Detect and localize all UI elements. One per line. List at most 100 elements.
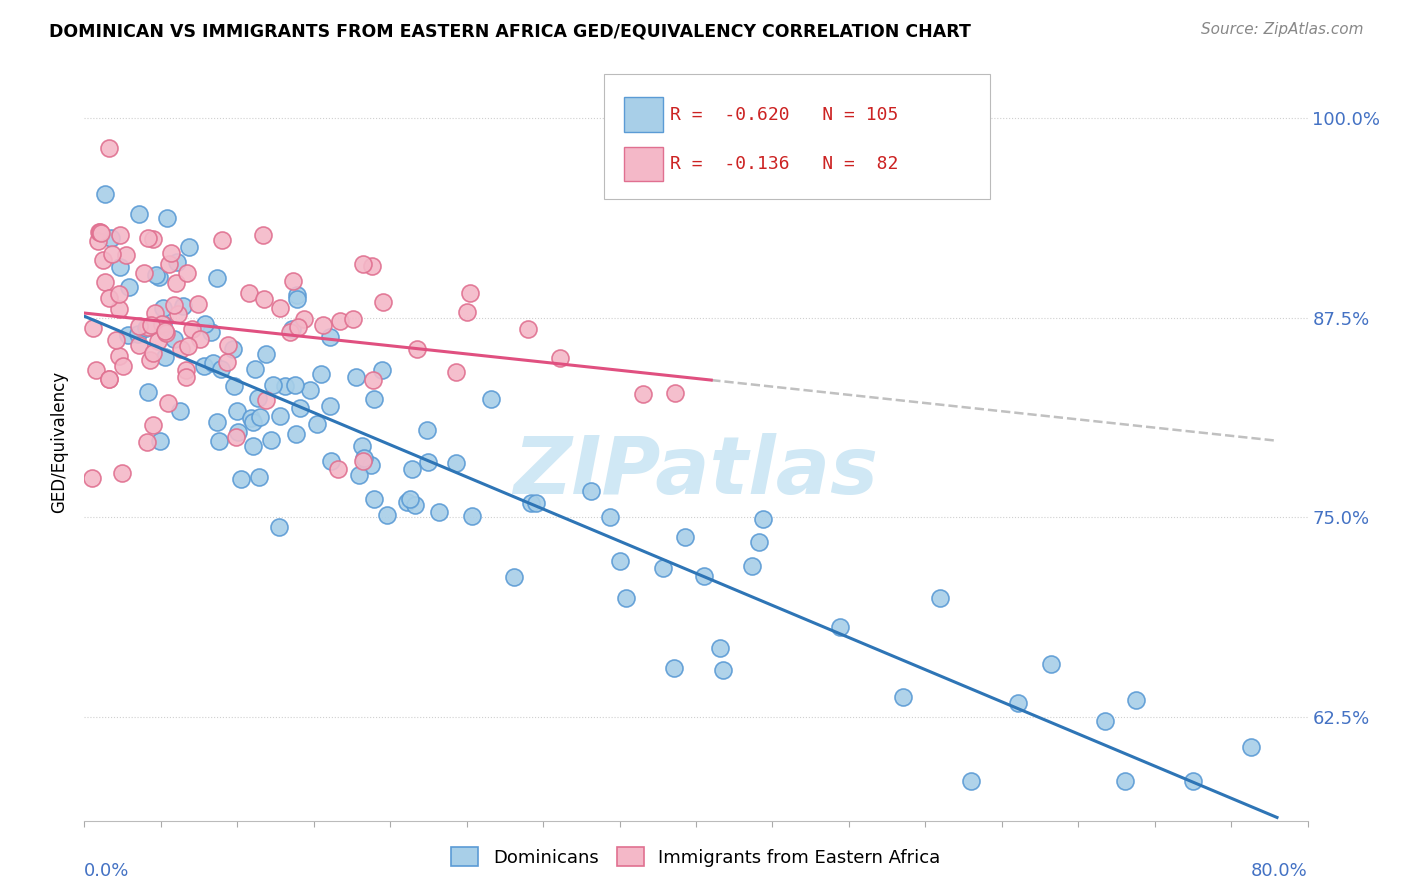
Point xyxy=(361,372,384,386)
Point xyxy=(149,434,172,448)
Point xyxy=(100,231,122,245)
Point xyxy=(281,321,304,335)
Point xyxy=(104,333,127,347)
Point xyxy=(167,307,190,321)
Point xyxy=(461,508,484,523)
Point xyxy=(373,294,395,309)
Point xyxy=(1125,693,1147,707)
Point xyxy=(1182,773,1205,788)
Text: DOMINICAN VS IMMIGRANTS FROM EASTERN AFRICA GED/EQUIVALENCY CORRELATION CHART: DOMINICAN VS IMMIGRANTS FROM EASTERN AFR… xyxy=(49,22,972,40)
Point xyxy=(253,293,276,307)
Point xyxy=(284,377,307,392)
Point xyxy=(371,363,394,377)
Point xyxy=(132,266,155,280)
Text: Source: ZipAtlas.com: Source: ZipAtlas.com xyxy=(1201,22,1364,37)
Point xyxy=(226,425,249,439)
Y-axis label: GED/Equivalency: GED/Equivalency xyxy=(51,370,69,513)
Point xyxy=(242,439,264,453)
Point xyxy=(128,319,150,334)
Point xyxy=(108,302,131,317)
Point xyxy=(176,266,198,280)
Point xyxy=(82,320,104,334)
Point xyxy=(160,246,183,260)
Text: 80.0%: 80.0% xyxy=(1251,863,1308,880)
Point xyxy=(111,359,134,373)
Point xyxy=(208,434,231,448)
Point xyxy=(1040,657,1063,671)
Point xyxy=(115,248,138,262)
Point xyxy=(142,232,165,246)
Text: R =  -0.136   N =  82: R = -0.136 N = 82 xyxy=(671,155,898,173)
Point xyxy=(502,570,524,584)
Text: ZIPatlas: ZIPatlas xyxy=(513,433,879,511)
Point xyxy=(146,334,169,348)
Point xyxy=(748,535,770,549)
Point xyxy=(187,296,209,310)
Point xyxy=(256,393,278,408)
Text: 0.0%: 0.0% xyxy=(84,863,129,880)
Point xyxy=(98,372,121,386)
Point xyxy=(673,530,696,544)
Point xyxy=(98,291,121,305)
Point xyxy=(98,372,121,386)
Point xyxy=(222,342,245,356)
Point xyxy=(352,257,374,271)
Point xyxy=(353,451,375,466)
Point xyxy=(458,285,481,300)
Point xyxy=(548,351,571,365)
Point xyxy=(156,396,179,410)
FancyBboxPatch shape xyxy=(605,74,990,199)
Point xyxy=(752,511,775,525)
Point xyxy=(326,461,349,475)
Point xyxy=(80,471,103,485)
Point xyxy=(342,312,364,326)
Point xyxy=(156,211,179,226)
Point xyxy=(225,404,247,418)
Point xyxy=(100,247,122,261)
Point xyxy=(631,387,654,401)
Point xyxy=(1114,773,1136,788)
Point xyxy=(928,591,950,606)
Point xyxy=(269,409,291,423)
Point xyxy=(107,349,129,363)
Point xyxy=(579,484,602,499)
Point xyxy=(252,228,274,243)
Point xyxy=(165,276,187,290)
Point xyxy=(108,260,131,274)
Point xyxy=(239,411,262,425)
Point xyxy=(269,520,291,534)
Point xyxy=(142,417,165,432)
Point xyxy=(172,299,194,313)
Point xyxy=(136,320,159,334)
Point xyxy=(516,322,538,336)
Point xyxy=(118,280,141,294)
Point xyxy=(136,434,159,449)
Point xyxy=(1094,714,1116,728)
Point xyxy=(406,342,429,356)
Point xyxy=(93,276,115,290)
Point xyxy=(444,456,467,470)
Point xyxy=(360,458,382,473)
Point xyxy=(91,252,114,267)
Point xyxy=(177,339,200,353)
Point xyxy=(87,234,110,248)
Point xyxy=(280,326,302,340)
Legend: Dominicans, Immigrants from Eastern Africa: Dominicans, Immigrants from Eastern Afri… xyxy=(444,840,948,874)
Point xyxy=(163,298,186,312)
Point xyxy=(201,356,224,370)
Point xyxy=(1240,740,1263,755)
Point xyxy=(169,404,191,418)
Point xyxy=(176,363,198,377)
Point xyxy=(179,239,201,253)
Point xyxy=(193,359,215,373)
Point xyxy=(891,690,914,704)
Point xyxy=(176,369,198,384)
Point xyxy=(285,292,308,306)
Point xyxy=(166,255,188,269)
Point xyxy=(395,494,418,508)
Point xyxy=(145,305,167,319)
Point xyxy=(287,320,309,334)
Point xyxy=(209,362,232,376)
Point xyxy=(89,226,111,240)
Point xyxy=(693,569,716,583)
